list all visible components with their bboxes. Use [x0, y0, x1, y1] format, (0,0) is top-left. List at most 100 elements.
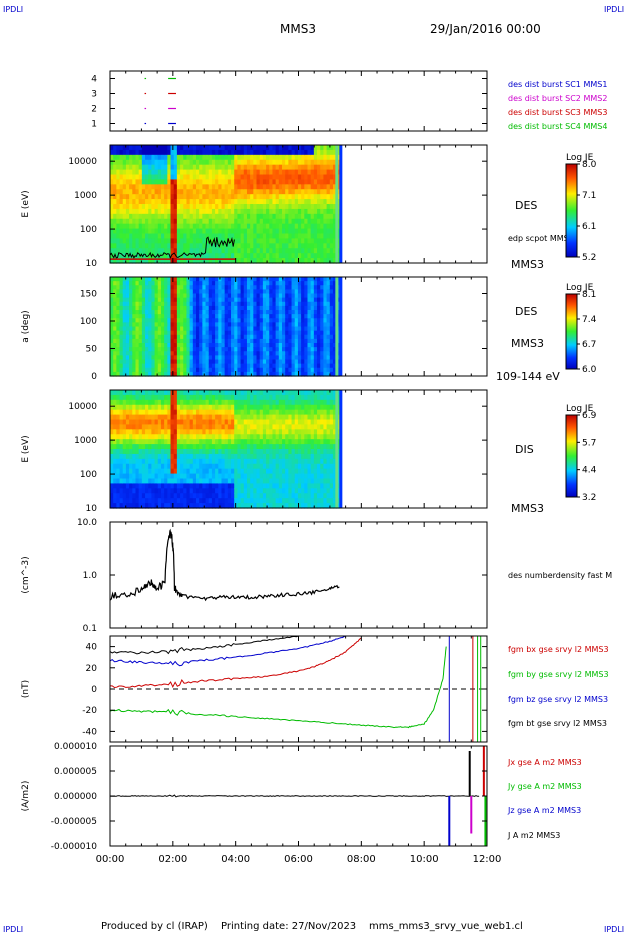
- des-pitch-cell: [173, 314, 178, 319]
- des-energy-cell: [304, 213, 309, 220]
- des-energy-cell: [170, 179, 175, 185]
- dis-energy-cell: [262, 399, 267, 406]
- des-pitch-cell: [119, 322, 124, 328]
- des-energy-cell: [301, 169, 305, 176]
- des-energy-cell: [237, 149, 242, 156]
- des-energy-cell: [170, 159, 175, 166]
- des-energy-cell: [154, 169, 159, 176]
- dis-energy-cell: [167, 493, 172, 499]
- des-energy-cell: [332, 154, 337, 161]
- des-pitch-cell: [291, 293, 296, 299]
- dis-energy-cell: [215, 503, 219, 509]
- des-energy-cell: [262, 174, 267, 181]
- des-energy-cell: [176, 243, 181, 249]
- des-energy-cell: [313, 243, 318, 249]
- des-energy-cell: [192, 253, 197, 259]
- des-pitch-cell: [186, 326, 191, 332]
- des-energy-cell: [211, 149, 216, 156]
- dis-energy-cell: [234, 419, 239, 426]
- dis-energy-cell: [262, 478, 267, 485]
- des-energy-cell: [221, 233, 226, 240]
- des-pitch-cell: [211, 277, 216, 282]
- des-energy-cell: [221, 238, 226, 244]
- des-pitch-cell: [282, 289, 286, 295]
- dis-energy-cell: [231, 488, 235, 494]
- des-pitch-cell: [307, 343, 312, 348]
- des-energy-cell: [205, 248, 210, 254]
- des-energy-cell: [269, 233, 274, 240]
- dis-energy-cell: [125, 483, 130, 489]
- des-energy-cell: [294, 233, 299, 240]
- des-pitch-colorbar-title: Log JE: [566, 283, 594, 293]
- des-pitch-cell: [129, 314, 133, 319]
- dis-energy-cell: [240, 488, 245, 494]
- dis-energy-cell: [266, 498, 270, 504]
- des-energy-cell: [157, 149, 162, 156]
- dis-energy-cell: [262, 503, 267, 509]
- dis-energy-cell: [119, 493, 124, 499]
- dis-energy-cell: [138, 399, 143, 406]
- des-pitch-cell: [329, 367, 334, 373]
- des-pitch-cell: [313, 338, 318, 344]
- dis-energy-cell: [227, 449, 232, 455]
- des-energy-cell: [320, 213, 325, 220]
- dis-energy-cell: [164, 399, 168, 406]
- dis-energy-cell: [132, 493, 137, 499]
- dis-energy-cell: [224, 488, 229, 494]
- des-energy-cell: [294, 204, 299, 210]
- dis-energy-cell: [199, 439, 203, 445]
- des-pitch-cell: [231, 277, 235, 282]
- dis-energy-cell: [113, 449, 117, 455]
- des-pitch-cell: [215, 297, 219, 303]
- des-energy-cell: [332, 204, 337, 210]
- des-pitch-cell: [176, 297, 181, 303]
- des-pitch-cell: [310, 297, 315, 303]
- dis-energy-cell: [196, 498, 200, 504]
- des-pitch-cell: [192, 293, 197, 299]
- des-energy-cell: [186, 253, 191, 259]
- dis-energy-cell: [256, 414, 261, 421]
- dis-energy-cell: [237, 453, 242, 460]
- des-energy-cell: [231, 199, 235, 205]
- des-energy-cell: [272, 164, 277, 171]
- des-pitch-cell: [272, 363, 277, 369]
- des-pitch-cell: [288, 326, 293, 332]
- des-pitch-cell: [160, 330, 165, 336]
- des-energy-cell: [291, 258, 296, 264]
- des-energy-cell: [218, 228, 223, 235]
- des-energy-cell: [275, 213, 280, 220]
- des-pitch-cell: [227, 305, 232, 311]
- des-energy-cell: [294, 248, 299, 254]
- dis-energy-cell: [173, 404, 178, 411]
- des-pitch-cell: [189, 351, 194, 356]
- des-pitch-cell: [288, 347, 293, 352]
- des-energy-cell: [164, 145, 168, 151]
- des-pitch-instrument-label: DES: [515, 305, 537, 318]
- des-energy-cell: [164, 243, 168, 249]
- dis-energy-cell: [243, 473, 248, 480]
- des-energy-cell: [285, 174, 289, 181]
- dis-energy-cell: [272, 439, 277, 445]
- des-pitch-cell: [278, 355, 283, 361]
- des-pitch-cell: [202, 293, 207, 299]
- dis-energy-cell: [113, 468, 117, 475]
- dis-energy-cell: [246, 434, 251, 440]
- des-pitch-cell: [135, 355, 140, 361]
- dis-energy-cell: [240, 493, 245, 499]
- dis-energy-cell: [113, 424, 117, 430]
- dis-energy-cell: [186, 409, 191, 416]
- dis-energy-cell: [113, 434, 117, 440]
- des-energy-cell: [240, 174, 245, 181]
- des-pitch-cell: [129, 322, 133, 328]
- des-pitch-cell: [329, 359, 334, 365]
- des-energy-cell: [234, 204, 239, 210]
- des-energy-cell: [227, 223, 232, 230]
- des-pitch-cell: [113, 363, 117, 369]
- des-energy-cell: [211, 233, 216, 240]
- dis-energy-cell: [250, 478, 254, 485]
- des-pitch-cell: [135, 338, 140, 344]
- des-pitch-cell: [297, 281, 302, 286]
- des-pitch-cell: [304, 297, 309, 303]
- des-energy-cell: [208, 149, 213, 156]
- dis-energy-cell: [167, 473, 172, 480]
